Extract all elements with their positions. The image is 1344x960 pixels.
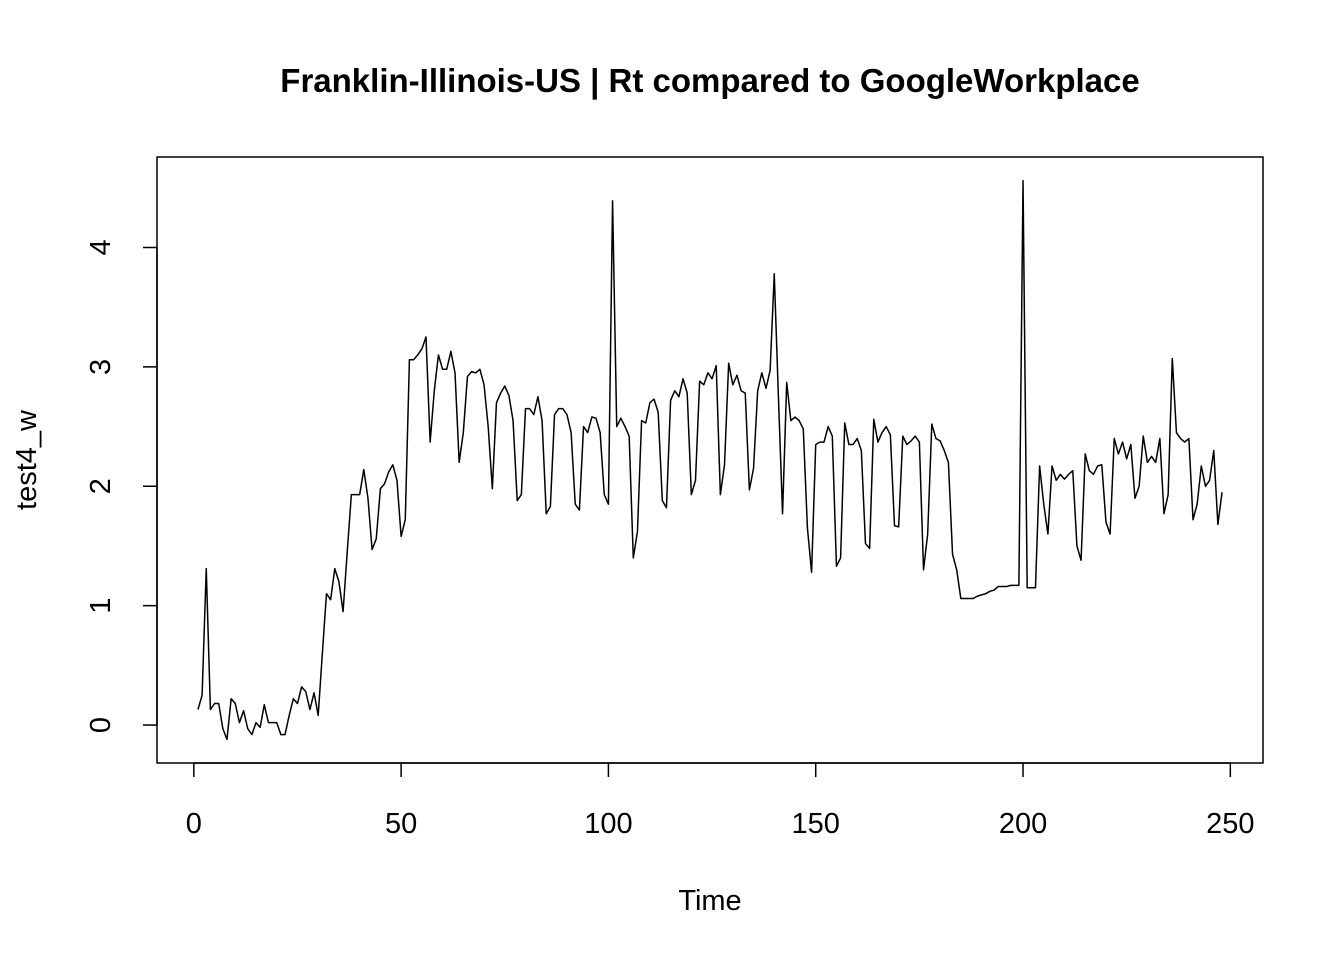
- y-tick-label: 2: [85, 478, 117, 494]
- chart-title: Franklin-Illinois-US | Rt compared to Go…: [280, 62, 1139, 99]
- plot-frame: [156, 156, 1264, 764]
- x-axis-label: Time: [678, 885, 741, 917]
- y-tick-label: 3: [85, 359, 117, 375]
- y-tick-label: 1: [85, 598, 117, 614]
- y-tick-label: 0: [85, 717, 117, 733]
- data-line: [197, 179, 1223, 741]
- x-tick-label: 150: [792, 808, 840, 840]
- y-tick-label: 4: [85, 239, 117, 255]
- x-tick-label: 0: [186, 808, 202, 840]
- x-tick-label: 200: [999, 808, 1047, 840]
- x-tick-label: 100: [584, 808, 632, 840]
- x-tick-label: 50: [385, 808, 417, 840]
- y-axis-label: test4_w: [11, 409, 43, 510]
- x-tick-label: 250: [1206, 808, 1254, 840]
